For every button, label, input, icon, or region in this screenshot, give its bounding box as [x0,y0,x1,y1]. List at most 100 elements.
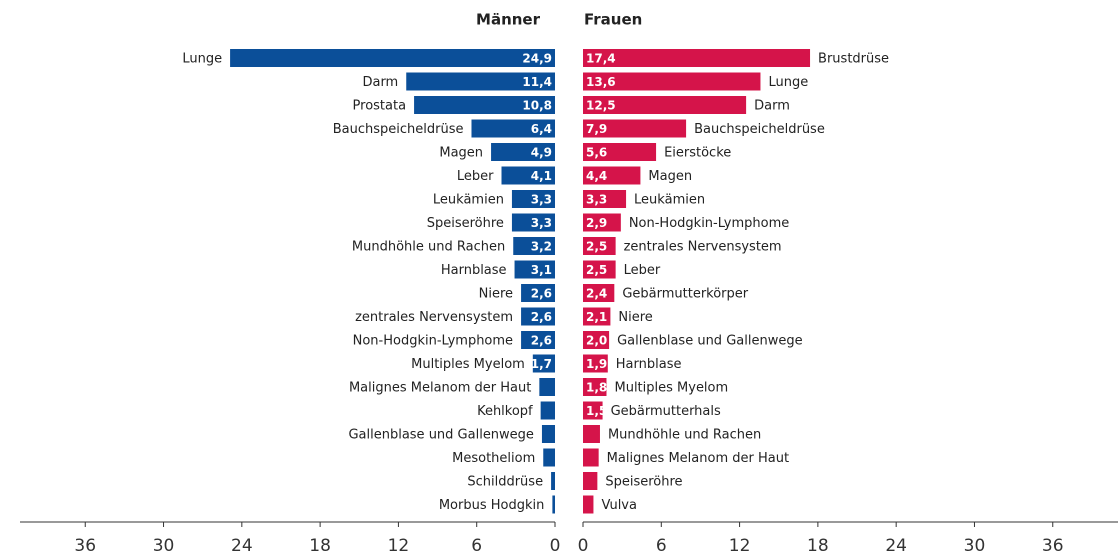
value-label: 2,6 [531,334,552,348]
bar [583,72,761,91]
bar [583,96,747,114]
bar [583,190,627,208]
value-label: 7,9 [586,122,607,136]
category-label: Mundhöhle und Rachen [608,428,761,443]
value-label: 4,9 [531,146,552,160]
bar [583,213,621,232]
bar [543,448,555,467]
category-label: Mesotheliom [452,451,535,466]
category-label: Brustdrüse [818,52,889,67]
x-tick-label: 18 [309,536,331,556]
bar [583,378,607,396]
value-label: 2,9 [586,216,607,230]
category-label: Leber [457,169,494,184]
category-label: Leukämien [634,193,705,208]
value-label: 2,0 [586,334,607,348]
bar [521,284,555,302]
category-label: Gallenblase und Gallenwege [348,428,533,443]
x-tick-label: 30 [153,536,175,556]
value-label: 1,7 [531,357,552,371]
value-label: 2,4 [586,287,607,301]
bar [521,331,555,349]
category-label: Speiseröhre [605,475,682,490]
bar [583,448,599,467]
x-tick-label: 12 [388,536,410,556]
value-label: 2,5 [586,240,607,254]
category-label: Harnblase [441,263,507,278]
value-label: 24,9 [522,52,552,66]
category-label: Vulva [601,498,637,513]
x-tick-label: 24 [231,536,253,556]
value-label: 3,2 [531,240,552,254]
bar [583,495,594,514]
category-label: Darm [362,75,398,90]
category-label: Multiples Myelom [411,357,525,372]
x-tick-label: 0 [550,536,561,556]
category-label: Lunge [768,75,808,90]
category-label: Malignes Melanom der Haut [349,381,531,396]
bar [513,237,555,255]
value-label: 3,3 [531,216,552,230]
category-label: Kehlkopf [477,404,533,419]
bar [552,495,555,514]
x-tick-label: 24 [885,536,907,556]
bar [583,284,615,302]
value-label: 2,6 [531,310,552,324]
category-label: Lunge [182,52,222,67]
category-label: Bauchspeicheldrüse [333,122,464,137]
category-label: Schilddrüse [467,475,543,490]
bar [230,49,555,67]
category-label: Niere [618,310,652,325]
bar [583,425,600,443]
x-tick-label: 36 [74,536,96,556]
value-label: 1,5 [586,404,607,418]
category-label: Darm [754,99,790,114]
value-label: 3,1 [531,263,552,277]
bar [540,401,555,420]
category-label: Gebärmutterhals [611,404,721,419]
value-label: 1,9 [586,357,607,371]
value-label: 10,8 [522,99,552,113]
bar [414,96,555,114]
value-label: 3,3 [531,193,552,207]
category-label: Non-Hodgkin-Lymphome [629,216,789,231]
value-label: 1,8 [586,381,607,395]
x-tick-label: 0 [578,536,589,556]
bar [583,166,641,185]
bar [551,472,555,490]
bar [583,237,616,255]
bar [583,331,610,349]
bar [583,401,603,420]
value-label: 12,5 [586,99,616,113]
category-label: Mundhöhle und Rachen [352,240,505,255]
bar [511,190,555,208]
value-label: 13,6 [586,75,616,89]
category-label: Non-Hodgkin-Lymphome [353,334,513,349]
value-label: 4,4 [586,169,607,183]
value-label: 6,4 [531,122,552,136]
x-tick-label: 6 [656,536,667,556]
category-label: Niere [479,287,513,302]
category-label: Morbus Hodgkin [439,498,545,513]
category-label: Magen [648,169,692,184]
bar [514,260,555,279]
category-label: Harnblase [616,357,682,372]
x-tick-label: 18 [807,536,829,556]
bar [491,143,555,161]
bar [471,119,555,138]
bar [583,260,616,279]
category-label: Magen [439,146,483,161]
bar [406,72,555,91]
x-tick-label: 6 [471,536,482,556]
x-tick-label: 36 [1042,536,1064,556]
category-label: Speiseröhre [427,216,504,231]
bar [532,354,555,373]
bar [583,307,611,326]
category-label: Eierstöcke [664,146,731,161]
bar [583,143,657,161]
chart-title: Frauen [584,11,642,29]
value-label: 3,3 [586,193,607,207]
x-tick-label: 30 [964,536,986,556]
value-label: 2,1 [586,310,607,324]
